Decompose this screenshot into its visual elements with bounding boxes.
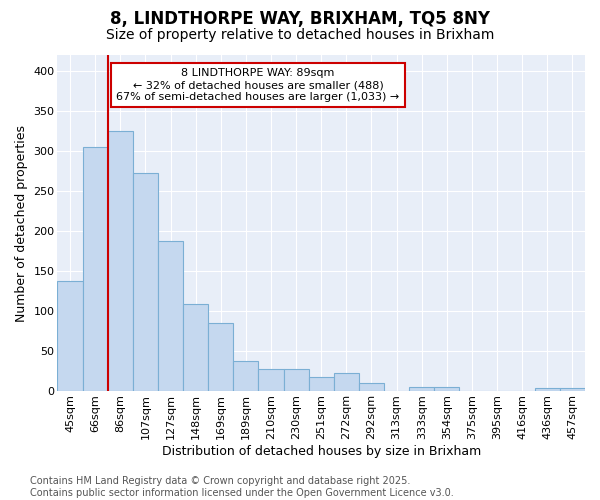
Text: 8 LINDTHORPE WAY: 89sqm
← 32% of detached houses are smaller (488)
67% of semi-d: 8 LINDTHORPE WAY: 89sqm ← 32% of detache… [116, 68, 400, 102]
Y-axis label: Number of detached properties: Number of detached properties [15, 124, 28, 322]
Bar [183, 304, 208, 391]
Bar [308, 378, 334, 391]
Bar [58, 282, 83, 391]
Text: Size of property relative to detached houses in Brixham: Size of property relative to detached ho… [106, 28, 494, 42]
X-axis label: Distribution of detached houses by size in Brixham: Distribution of detached houses by size … [161, 444, 481, 458]
Bar [83, 147, 108, 391]
Bar [208, 323, 233, 391]
Bar [133, 172, 158, 391]
Bar [284, 370, 308, 391]
Bar [434, 387, 460, 391]
Bar [259, 370, 284, 391]
Text: Contains HM Land Registry data © Crown copyright and database right 2025.
Contai: Contains HM Land Registry data © Crown c… [30, 476, 454, 498]
Bar [409, 387, 434, 391]
Text: 8, LINDTHORPE WAY, BRIXHAM, TQ5 8NY: 8, LINDTHORPE WAY, BRIXHAM, TQ5 8NY [110, 10, 490, 28]
Bar [158, 242, 183, 391]
Bar [535, 388, 560, 391]
Bar [233, 360, 259, 391]
Bar [359, 383, 384, 391]
Bar [334, 374, 359, 391]
Bar [560, 388, 585, 391]
Bar [108, 131, 133, 391]
